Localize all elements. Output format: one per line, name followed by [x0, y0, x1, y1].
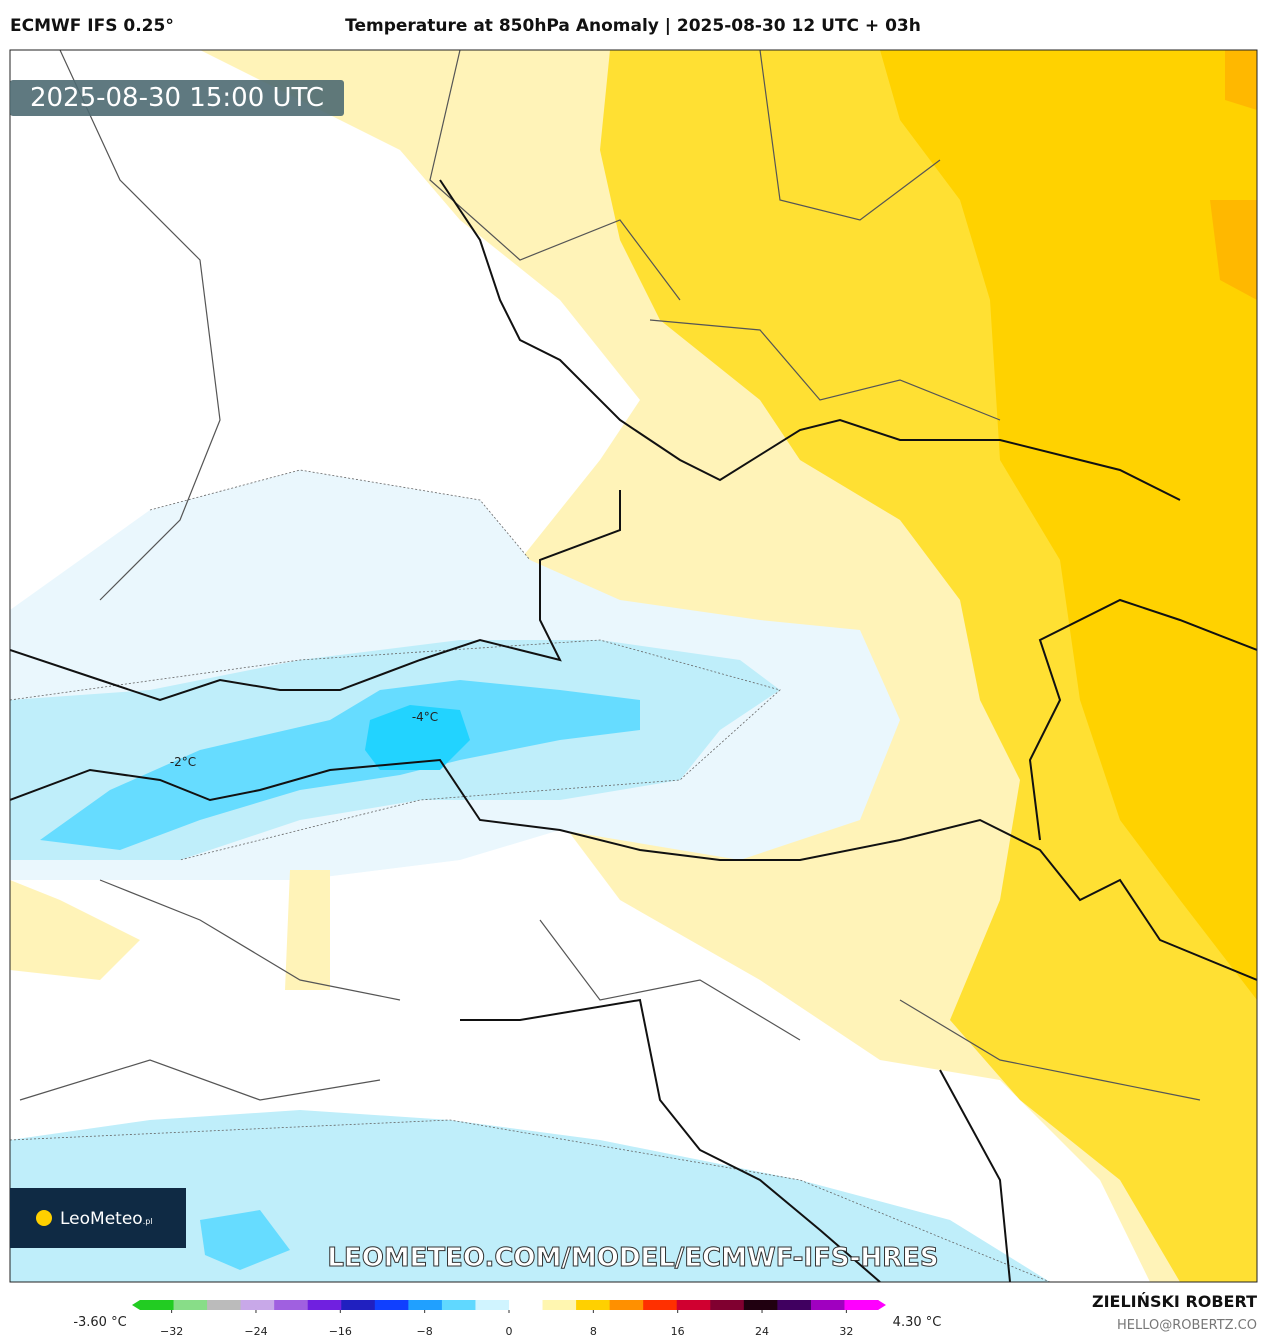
- map-title: Temperature at 850hPa Anomaly | 2025-08-…: [345, 16, 921, 36]
- colorbar-segment: [274, 1300, 309, 1310]
- watermark: LEOMETEO.COM/MODEL/ECMWF-IFS-HRES: [327, 1243, 938, 1273]
- colorbar-tick-label: 32: [839, 1325, 853, 1338]
- colorbar-tick-label: 16: [671, 1325, 685, 1338]
- colorbar-segment: [408, 1300, 443, 1310]
- colorbar-segment: [643, 1300, 678, 1310]
- colorbar: −32 −24 −16 −8 0 8 16 24 32: [132, 1300, 886, 1338]
- cool-zone-south-strong: [200, 1210, 290, 1270]
- colorbar-segment: [710, 1300, 745, 1310]
- warm-zone-peak: [1210, 50, 1257, 300]
- contour-lines: [10, 469, 1051, 1282]
- country-borders: [10, 179, 1257, 1282]
- colorbar-segment: [676, 1300, 711, 1310]
- map-frame: [9, 49, 1258, 1283]
- cool-zone-peak: [365, 705, 470, 770]
- colorbar-segment: [341, 1300, 376, 1310]
- colorbar-tick-label: −24: [244, 1325, 267, 1338]
- colorbar-segment: [743, 1300, 778, 1310]
- colorbar-segment: [207, 1300, 242, 1310]
- colorbar-segment: [810, 1300, 845, 1310]
- colorbar-segment: [844, 1300, 879, 1310]
- colorbar-arrow-left: [132, 1300, 140, 1310]
- model-name: ECMWF IFS 0.25°: [10, 16, 174, 36]
- author: ZIELIŃSKI ROBERT: [1092, 1292, 1257, 1311]
- colorbar-tick-label: −32: [160, 1325, 183, 1338]
- colorbar-segment: [475, 1300, 510, 1310]
- contour-label: -4°C: [412, 710, 438, 724]
- contour-label: -2°C: [170, 755, 196, 769]
- colorbar-tick-label: −8: [417, 1325, 433, 1338]
- colorbar-max-label: 4.30 °C: [893, 1315, 942, 1330]
- colorbar-segment: [173, 1300, 208, 1310]
- admin-borders: [19, 50, 1201, 1101]
- colorbar-segment: [609, 1300, 644, 1310]
- colorbar-tick-label: −16: [329, 1325, 352, 1338]
- logo-sun: [36, 1210, 52, 1226]
- map-area: -4°C -2°C 2025-08-30 15:00 UTC LeoMeteo.…: [9, 49, 1258, 1283]
- colorbar-segment: [542, 1300, 577, 1310]
- colorbar-arrow-right: [878, 1300, 886, 1310]
- timestamp-box: [10, 80, 344, 116]
- colorbar-segment: [777, 1300, 812, 1310]
- timestamp: 2025-08-30 15:00 UTC: [30, 83, 324, 113]
- logo-text: LeoMeteo.pl: [60, 1209, 153, 1229]
- colorbar-segment: [240, 1300, 275, 1310]
- warm-patch: [10, 870, 330, 990]
- colorbar-segment: [307, 1300, 342, 1310]
- colorbar-tick-label: 24: [755, 1325, 769, 1338]
- colorbar-segment: [140, 1300, 175, 1310]
- cool-zone-strong: [40, 680, 640, 850]
- colorbar-segment: [374, 1300, 409, 1310]
- colorbar-min-label: -3.60 °C: [73, 1315, 126, 1330]
- colorbar-segment: [509, 1300, 544, 1310]
- colorbar-segment: [576, 1300, 611, 1310]
- colorbar-tick-label: 8: [590, 1325, 597, 1338]
- warm-zone-strong: [880, 50, 1257, 1000]
- email: HELLO@ROBERTZ.CO: [1117, 1318, 1257, 1333]
- colorbar-segment: [441, 1300, 476, 1310]
- colorbar-tick-label: 0: [506, 1325, 513, 1338]
